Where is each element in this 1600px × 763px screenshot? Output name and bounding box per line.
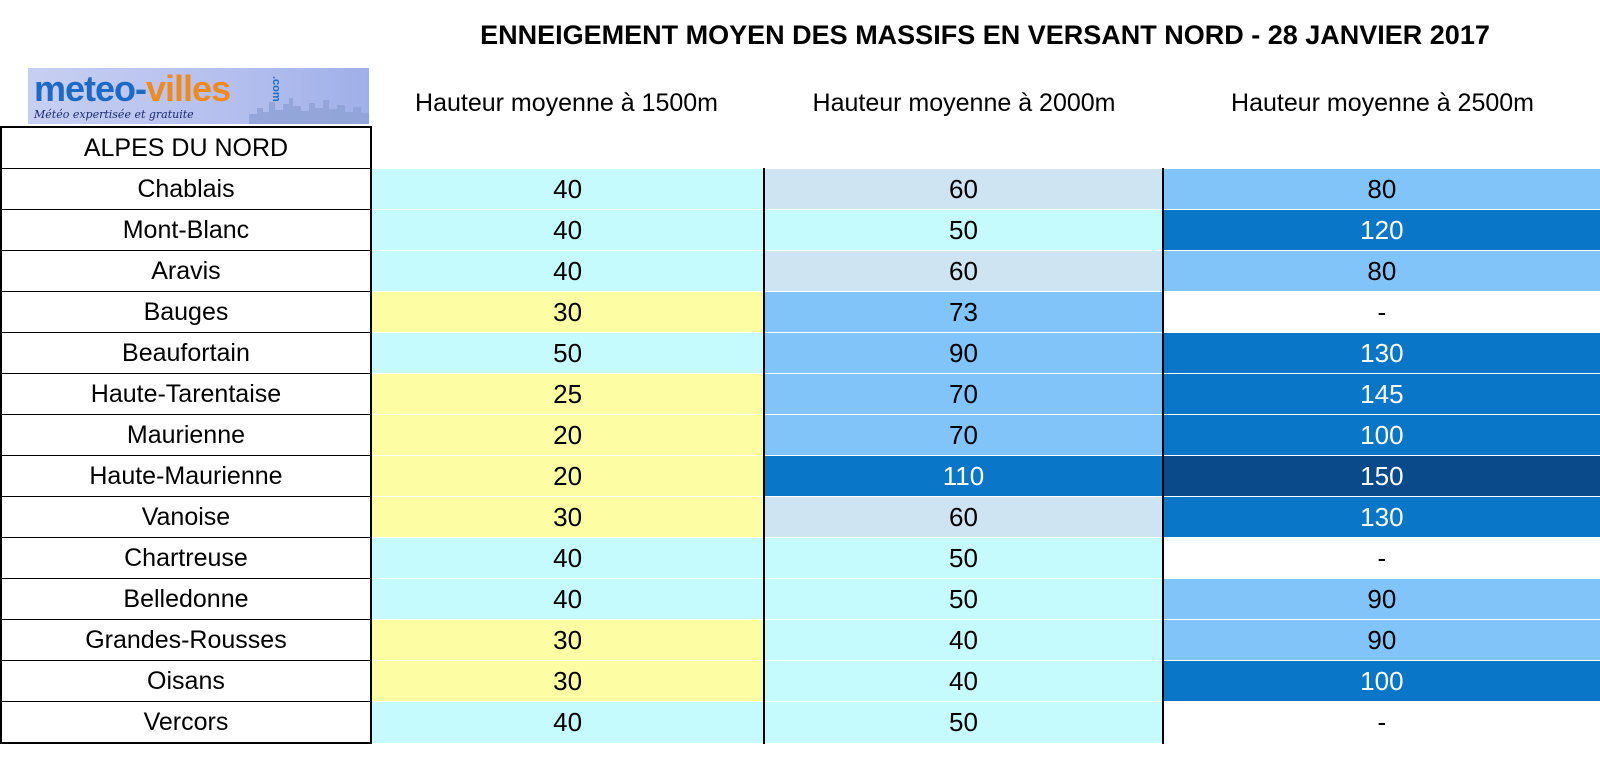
depth-2500m-cell: 130 [1162, 332, 1600, 374]
massif-name: Beaufortain [0, 332, 372, 374]
depth-2000m-cell: 60 [764, 168, 1164, 210]
depth-2000m-cell: 60 [764, 250, 1164, 292]
table-row: Belledonne 40 50 90 [0, 578, 1600, 620]
massif-name: Grandes-Rousses [0, 619, 372, 661]
depth-1500m-cell: 20 [370, 414, 766, 456]
depth-2500m-cell: 145 [1162, 373, 1600, 415]
depth-2000m-cell: 50 [764, 701, 1164, 744]
table-row: Maurienne 20 70 100 [0, 414, 1600, 456]
column-header-2000m: Hauteur moyenne à 2000m [812, 89, 1116, 117]
table-row: Mont-Blanc 40 50 120 [0, 209, 1600, 251]
depth-2000m-cell: 73 [764, 291, 1164, 333]
massif-name: Chartreuse [0, 537, 372, 579]
depth-2500m-cell: 90 [1162, 578, 1600, 620]
depth-1500m-cell: 40 [370, 209, 766, 251]
table-row: Haute-Tarentaise 25 70 145 [0, 373, 1600, 415]
depth-1500m-cell: 25 [370, 373, 766, 415]
region-label: ALPES DU NORD [0, 126, 372, 169]
depth-2500m-cell: 100 [1162, 660, 1600, 702]
depth-2000m-cell: 70 [764, 414, 1164, 456]
meteo-villes-logo[interactable]: meteo-villes .com Météo expertisée et gr… [28, 68, 369, 124]
depth-2500m-cell: - [1162, 701, 1600, 744]
depth-2000m-cell: 40 [764, 660, 1164, 702]
table-row: Oisans 30 40 100 [0, 660, 1600, 702]
depth-2000m-cell: 60 [764, 496, 1164, 538]
depth-2500m-cell: 90 [1162, 619, 1600, 661]
region-header-row: ALPES DU NORD [0, 126, 1600, 169]
massif-name: Maurienne [0, 414, 372, 456]
massif-name: Oisans [0, 660, 372, 702]
depth-1500m-cell: 40 [370, 537, 766, 579]
massif-name: Vanoise [0, 496, 372, 538]
depth-1500m-cell: 30 [370, 619, 766, 661]
table-row: Vercors 40 50- [0, 701, 1600, 744]
table-row: Beaufortain 50 90 130 [0, 332, 1600, 374]
depth-1500m-cell: 30 [370, 496, 766, 538]
depth-2000m-cell: 50 [764, 209, 1164, 251]
depth-2000m-cell: 90 [764, 332, 1164, 374]
massif-name: Mont-Blanc [0, 209, 372, 251]
depth-1500m-cell: 40 [370, 578, 766, 620]
depth-1500m-cell: 20 [370, 455, 766, 497]
table-row: Chablais 40 60 80 [0, 168, 1600, 210]
depth-2500m-cell: 150 [1162, 455, 1600, 497]
city-skyline-icon [249, 98, 369, 124]
depth-2000m-cell: 40 [764, 619, 1164, 661]
chart-title: ENNEIGEMENT MOYEN DES MASSIFS EN VERSANT… [480, 20, 1490, 50]
depth-2500m-cell: 130 [1162, 496, 1600, 538]
depth-2500m-cell: - [1162, 537, 1600, 579]
massif-name: Vercors [0, 701, 372, 744]
depth-1500m-cell: 30 [370, 660, 766, 702]
logo-tagline: Météo expertisée et gratuite [34, 108, 194, 121]
massif-name: Haute-Tarentaise [0, 373, 372, 415]
depth-1500m-cell: 40 [370, 168, 766, 210]
depth-2500m-cell: - [1162, 291, 1600, 333]
depth-1500m-cell: 30 [370, 291, 766, 333]
table-row: Bauges 30 73- [0, 291, 1600, 333]
massif-name: Bauges [0, 291, 372, 333]
table-row: Vanoise 30 60 130 [0, 496, 1600, 538]
depth-2500m-cell: 120 [1162, 209, 1600, 251]
depth-2000m-cell: 70 [764, 373, 1164, 415]
logo-brand: meteo-villes [34, 68, 231, 109]
depth-1500m-cell: 50 [370, 332, 766, 374]
depth-2500m-cell: 100 [1162, 414, 1600, 456]
depth-2000m-cell: 110 [764, 455, 1164, 497]
snow-depth-table: ALPES DU NORD Chablais 40 60 80 Mont-Blanc 40… [0, 126, 1600, 744]
depth-1500m-cell: 40 [370, 701, 766, 744]
massif-name: Haute-Maurienne [0, 455, 372, 497]
table-row: Grandes-Rousses 30 40 90 [0, 619, 1600, 661]
massif-name: Chablais [0, 168, 372, 210]
depth-2500m-cell: 80 [1162, 168, 1600, 210]
table-row: Aravis 40 60 80 [0, 250, 1600, 292]
column-header-1500m: Hauteur moyenne à 1500m [415, 89, 718, 117]
column-header-2500m: Hauteur moyenne à 2500m [1231, 89, 1534, 117]
table-row: Haute-Maurienne 20 110 150 [0, 455, 1600, 497]
massif-name: Belledonne [0, 578, 372, 620]
massif-name: Aravis [0, 250, 372, 292]
table-row: Chartreuse 40 50- [0, 537, 1600, 579]
depth-2000m-cell: 50 [764, 537, 1164, 579]
depth-2500m-cell: 80 [1162, 250, 1600, 292]
depth-1500m-cell: 40 [370, 250, 766, 292]
depth-2000m-cell: 50 [764, 578, 1164, 620]
